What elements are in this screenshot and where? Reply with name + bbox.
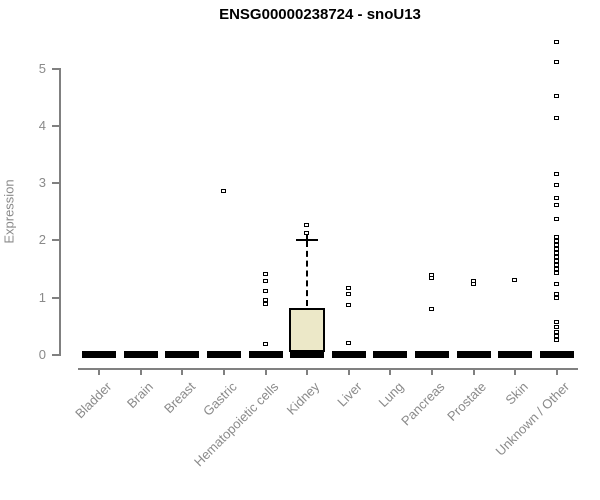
median-zero-bar — [206, 351, 241, 358]
outlier-point — [553, 295, 559, 300]
x-axis-line — [78, 368, 578, 370]
y-tick-label: 0 — [38, 347, 46, 362]
outlier-point — [262, 341, 268, 346]
x-tick — [347, 368, 350, 375]
x-tick — [431, 368, 434, 375]
x-tick — [555, 368, 558, 375]
x-tick-label: Kidney — [284, 379, 323, 418]
y-tick-label: 4 — [38, 117, 46, 133]
outlier-point — [553, 329, 559, 334]
x-tick-label: Gastric — [199, 379, 240, 419]
outlier-point — [553, 234, 559, 239]
x-tick — [222, 368, 225, 375]
outlier-point — [553, 182, 559, 187]
outlier-point — [553, 238, 559, 243]
y-tick-label: 1 — [38, 289, 46, 305]
y-axis-line — [59, 67, 61, 356]
outlier-point — [553, 266, 559, 271]
outlier-point — [553, 270, 559, 275]
y-tick-label: 5 — [38, 60, 46, 76]
whisker-cap-nub — [306, 234, 309, 246]
median-zero-bar — [415, 351, 450, 358]
outlier-point — [553, 59, 559, 64]
outlier-point — [553, 94, 559, 99]
x-tick-label: Unknown / Other — [493, 379, 573, 459]
x-tick-label: Breast — [160, 379, 198, 417]
y-tick-label: 3 — [38, 175, 46, 191]
outlier-point — [553, 320, 559, 325]
outlier-point — [553, 242, 559, 247]
outlier-point — [553, 258, 559, 263]
outlier-point — [345, 340, 351, 345]
outlier-point — [553, 246, 559, 251]
x-tick — [98, 368, 100, 375]
outlier-point — [345, 286, 351, 291]
outlier-point — [345, 303, 351, 308]
x-tick-label: Pancreas — [398, 379, 448, 429]
x-tick — [514, 368, 517, 375]
x-tick — [472, 368, 475, 375]
median-zero-bar — [456, 351, 491, 358]
outlier-point — [553, 325, 559, 330]
median-zero-bar — [123, 351, 158, 358]
whisker — [306, 241, 309, 306]
outlier-point — [553, 217, 559, 222]
x-tick-label: Lung — [375, 379, 407, 411]
outlier-point — [553, 39, 559, 44]
outlier-point — [512, 277, 518, 282]
median-zero-bar — [373, 351, 408, 358]
outlier-point — [553, 334, 559, 339]
outlier-point — [553, 338, 559, 343]
median-zero-bar — [82, 351, 116, 358]
y-tick — [52, 354, 59, 356]
outlier-point — [553, 203, 559, 208]
median-zero-bar — [165, 351, 200, 358]
x-tick-label: Skin — [502, 379, 531, 408]
x-tick — [264, 368, 267, 375]
x-tick-label: Brain — [124, 379, 157, 412]
y-tick — [52, 182, 59, 185]
outlier-point — [553, 250, 559, 255]
outlier-point — [553, 171, 559, 176]
outlier-point — [553, 254, 559, 259]
outlier-point — [304, 230, 310, 235]
y-tick — [52, 239, 59, 242]
median-zero-bar — [539, 351, 574, 358]
outlier-point — [553, 291, 559, 296]
median-zero-bar — [248, 351, 283, 358]
outlier-point — [262, 271, 268, 276]
outlier-point — [262, 301, 268, 306]
y-tick — [52, 67, 59, 70]
outlier-point — [429, 275, 435, 280]
outlier-point — [429, 307, 435, 312]
y-tick — [52, 124, 59, 127]
chart-title: ENSG00000238724 - snoU13 — [219, 6, 421, 23]
outlier-point — [220, 188, 226, 193]
outlier-point — [553, 281, 559, 286]
box — [289, 308, 326, 352]
x-tick — [306, 368, 309, 375]
y-axis-title: Expression — [1, 179, 17, 244]
x-tick — [389, 368, 392, 375]
x-tick-label: Bladder — [72, 379, 115, 422]
outlier-point — [553, 196, 559, 201]
y-tick-label: 2 — [38, 232, 46, 248]
x-tick-label: Liver — [333, 379, 365, 410]
outlier-point — [262, 288, 268, 293]
outlier-point — [553, 115, 559, 120]
outlier-point — [345, 291, 351, 296]
outlier-point — [262, 297, 268, 302]
outlier-point — [262, 278, 268, 283]
median-zero-bar — [331, 351, 366, 358]
outlier-point — [304, 223, 310, 228]
median-zero-bar — [290, 351, 325, 358]
y-tick — [52, 296, 59, 299]
x-tick — [139, 368, 142, 375]
outlier-point — [470, 282, 476, 287]
outlier-point — [553, 262, 559, 267]
median-zero-bar — [498, 351, 533, 358]
x-tick — [181, 368, 184, 375]
x-tick-label: Prostate — [444, 379, 490, 424]
